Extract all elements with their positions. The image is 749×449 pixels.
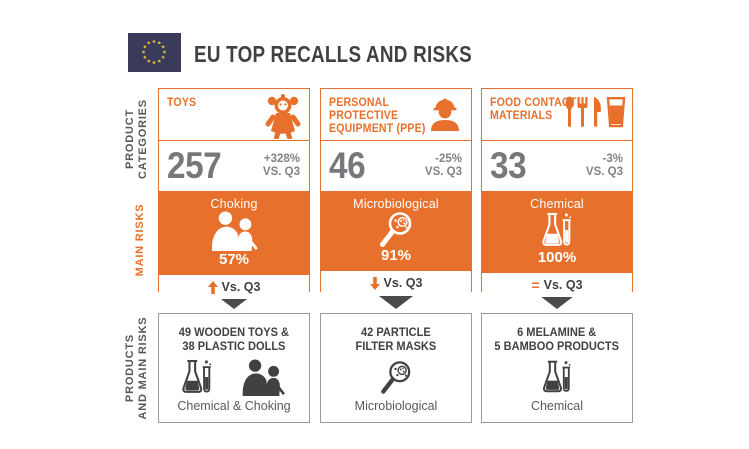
top-products: 6 MELAMINE & 5 BAMBOO PRODUCTS	[494, 325, 620, 353]
risk-percentage: 100%	[537, 249, 577, 266]
trend-label: Vs. Q3	[221, 280, 261, 294]
equals-icon: =	[531, 277, 540, 293]
product-risk-label: Chemical & Choking	[177, 399, 291, 413]
recall-change: +328% VS. Q3	[262, 152, 300, 179]
recall-count: 33	[490, 145, 527, 186]
category-card: PERSONAL PROTECTIVE EQUIPMENT (PPE) 46 -…	[320, 88, 472, 295]
microbe-magnifier-icon	[381, 361, 411, 394]
risk-name: Choking	[210, 197, 258, 211]
recall-count-row: 46 -25% VS. Q3	[321, 141, 471, 191]
category-title: TOYS	[167, 95, 197, 109]
product-risk-label: Chemical	[530, 399, 584, 413]
main-risk-panel: Chemical 100%	[482, 191, 632, 273]
column-food-contact: FOOD CONTACT MATERIALS 33 -3%	[481, 88, 633, 423]
doll-icon	[265, 94, 301, 139]
product-risk-icons	[181, 355, 287, 399]
category-header: FOOD CONTACT MATERIALS	[482, 89, 632, 141]
down-triangle-icon	[217, 296, 251, 309]
down-triangle-icon	[540, 296, 574, 309]
up-arrow-icon	[207, 280, 218, 294]
column-ppe: PERSONAL PROTECTIVE EQUIPMENT (PPE) 46 -…	[320, 88, 472, 423]
choking-icon	[211, 211, 258, 251]
product-risk-label: Microbiological	[354, 399, 438, 413]
top-products: 42 PARTICLE FILTER MASKS	[355, 325, 437, 353]
trend-label: Vs. Q3	[543, 278, 583, 292]
product-risk-icons	[541, 355, 573, 399]
section-label-products-and-main-risks: PRODUCTS AND MAIN RISKS	[124, 316, 149, 420]
trend-strip: Vs. Q3	[159, 275, 309, 299]
section-label-main-risks: MAIN RISKS	[134, 203, 146, 277]
risk-percentage: 57%	[218, 251, 250, 268]
recall-change: -25% VS. Q3	[424, 152, 462, 179]
category-card: FOOD CONTACT MATERIALS 33 -3%	[481, 88, 633, 297]
category-header: TOYS	[159, 89, 309, 141]
risk-percentage: 91%	[380, 247, 412, 264]
top-products: 49 WOODEN TOYS & 38 PLASTIC DOLLS	[178, 325, 290, 353]
trend-strip: Vs. Q3	[321, 271, 471, 295]
recall-count: 46	[329, 145, 366, 186]
category-title: FOOD CONTACT MATERIALS	[490, 95, 577, 122]
risk-name: Microbiological	[353, 197, 439, 211]
risk-name: Chemical	[530, 197, 584, 211]
main-risk-panel: Microbiological 91%	[321, 191, 471, 271]
recall-count: 257	[167, 145, 222, 186]
products-card: 6 MELAMINE & 5 BAMBOO PRODUCTS Chemical	[481, 313, 633, 423]
category-header: PERSONAL PROTECTIVE EQUIPMENT (PPE)	[321, 89, 471, 141]
recall-count-row: 33 -3% VS. Q3	[482, 141, 632, 191]
down-triangle-icon	[379, 296, 413, 309]
category-card: TOYS 257 +328% VS. Q3	[158, 88, 310, 299]
microbe-magnifier-icon	[380, 212, 412, 247]
utensils-cup-icon	[565, 96, 626, 128]
trend-label: Vs. Q3	[383, 276, 423, 290]
section-label-product-categories: PRODUCT CATEGORIES	[124, 99, 149, 179]
products-card: 49 WOODEN TOYS & 38 PLASTIC DOLLS	[158, 313, 310, 423]
flask-icon	[542, 212, 572, 246]
category-title: PERSONAL PROTECTIVE EQUIPMENT (PPE)	[329, 95, 426, 135]
recall-count-row: 257 +328% VS. Q3	[159, 141, 309, 191]
choking-icon	[242, 358, 285, 396]
recall-change: -3% VS. Q3	[585, 152, 623, 179]
flask-icon	[182, 359, 212, 393]
page-title: EU TOP RECALLS AND RISKS	[194, 41, 473, 67]
down-arrow-icon	[369, 276, 380, 290]
column-toys: TOYS 257 +328% VS. Q3	[158, 88, 310, 423]
trend-strip: = Vs. Q3	[482, 273, 632, 297]
product-risk-icons	[380, 355, 412, 399]
eu-flag-icon	[128, 33, 181, 72]
worker-helmet-icon	[431, 98, 459, 131]
main-risk-panel: Choking 57%	[159, 191, 309, 275]
flask-icon	[543, 360, 571, 393]
products-card: 42 PARTICLE FILTER MASKS Microbiological	[320, 313, 472, 423]
